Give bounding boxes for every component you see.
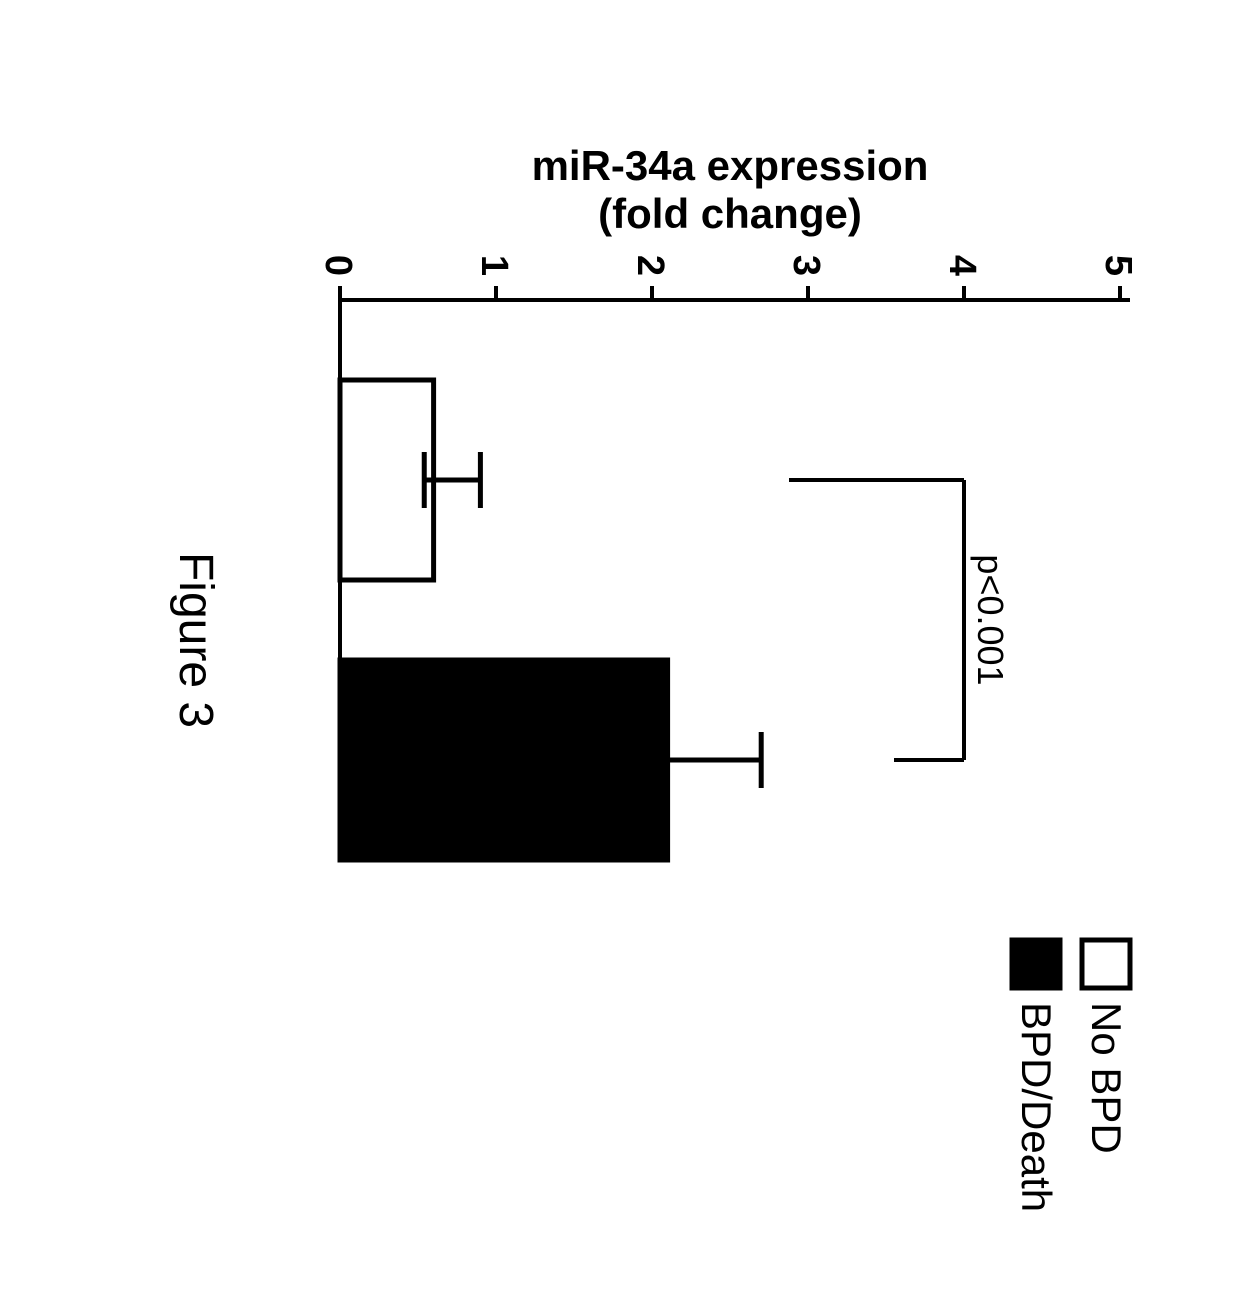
figure-caption: Figure 3: [169, 552, 222, 728]
y-tick-label: 0: [317, 255, 359, 276]
y-tick-label: 2: [629, 255, 671, 276]
y-tick-label: 5: [1097, 255, 1139, 276]
y-tick-label: 3: [785, 255, 827, 276]
figure-container: 0 1 2 3 4 5 miR-34a expression(fold change) p<0…: [40, 40, 1200, 1220]
sig-text: p<0.001: [970, 554, 1011, 685]
y-tick-label: 1: [473, 255, 515, 276]
legend-swatch-0: [1082, 940, 1130, 988]
legend-label-1: BPD/Death: [1013, 1002, 1060, 1212]
legend-label-0: No BPD: [1083, 1002, 1130, 1154]
bar-0: [340, 380, 434, 580]
bar-1: [340, 660, 668, 860]
y-tick-label: 4: [941, 255, 983, 276]
y-axis-label-1: miR-34a expression: [532, 142, 929, 189]
legend-swatch-1: [1012, 940, 1060, 988]
bar-chart: 0 1 2 3 4 5 miR-34a expression(fold change) p<0…: [40, 40, 1200, 1308]
y-axis-label-2: (fold change): [598, 190, 862, 237]
